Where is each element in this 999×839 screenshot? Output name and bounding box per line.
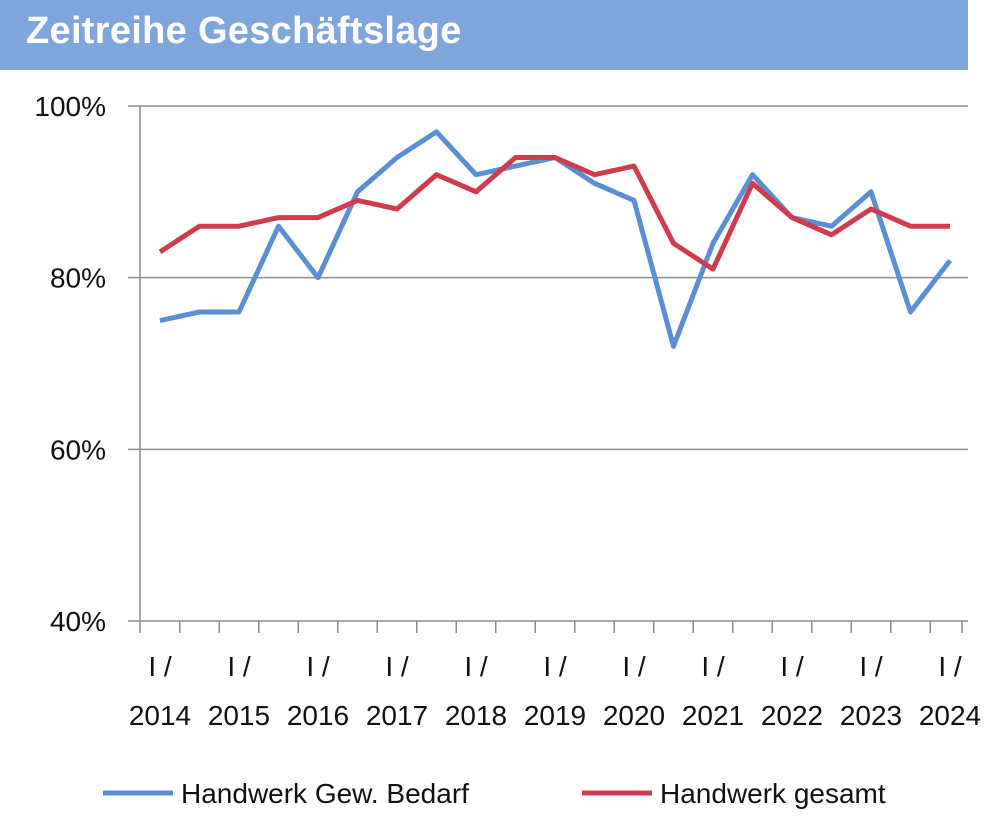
x-tick-label-year: 2014 bbox=[129, 700, 191, 731]
series-lines bbox=[158, 129, 952, 349]
x-tick-label-quarter: I / bbox=[306, 651, 330, 682]
series-line-handwerk-gesamt bbox=[158, 155, 950, 272]
y-tick-label: 40% bbox=[50, 606, 106, 637]
x-tick-label-quarter: I / bbox=[859, 651, 883, 682]
x-tick-label-year: 2019 bbox=[524, 700, 586, 731]
x-tick-label-quarter: I / bbox=[938, 651, 962, 682]
x-tick-label-quarter: I / bbox=[622, 651, 646, 682]
x-tick-label-quarter: I / bbox=[227, 651, 251, 682]
x-tick-label-year: 2018 bbox=[445, 700, 507, 731]
y-tick-label: 80% bbox=[50, 263, 106, 294]
y-tick-label: 100% bbox=[34, 91, 106, 122]
x-tick-label-quarter: I / bbox=[780, 651, 804, 682]
axes bbox=[139, 106, 963, 633]
x-tick-label-quarter: I / bbox=[543, 651, 567, 682]
x-axis-labels: I / 2014 I / 2015 I / 2016 I / 2017 I / 2018 I / 20… bbox=[129, 651, 981, 731]
x-tick-label-quarter: I / bbox=[385, 651, 409, 682]
y-tick-label: 60% bbox=[50, 434, 106, 465]
title-bar: Zeitreihe Geschäftslage bbox=[0, 0, 968, 70]
legend-label: Handwerk gesamt bbox=[660, 778, 886, 809]
x-tick-label-quarter: I / bbox=[148, 651, 172, 682]
legend-label: Handwerk Gew. Bedarf bbox=[181, 778, 469, 809]
x-tick-label-year: 2016 bbox=[287, 700, 349, 731]
x-tick-label-year: 2020 bbox=[603, 700, 665, 731]
x-tick-label-year: 2022 bbox=[761, 700, 823, 731]
x-tick-label-year: 2017 bbox=[366, 700, 428, 731]
gridlines bbox=[128, 105, 968, 622]
x-tick-label-quarter: I / bbox=[701, 651, 725, 682]
x-tick-label-year: 2023 bbox=[840, 700, 902, 731]
x-tick-label-year: 2015 bbox=[208, 700, 270, 731]
y-axis-labels: 40% 60% 80% 100% bbox=[34, 91, 106, 637]
x-tick-label-quarter: I / bbox=[464, 651, 488, 682]
chart-title: Zeitreihe Geschäftslage bbox=[26, 10, 462, 52]
x-tick-label-year: 2024 bbox=[919, 700, 981, 731]
legend: Handwerk Gew. Bedarf Handwerk gesamt bbox=[103, 778, 886, 809]
x-tick-label-year: 2021 bbox=[682, 700, 744, 731]
series-line-handwerk-gew-bedarf bbox=[159, 129, 952, 349]
